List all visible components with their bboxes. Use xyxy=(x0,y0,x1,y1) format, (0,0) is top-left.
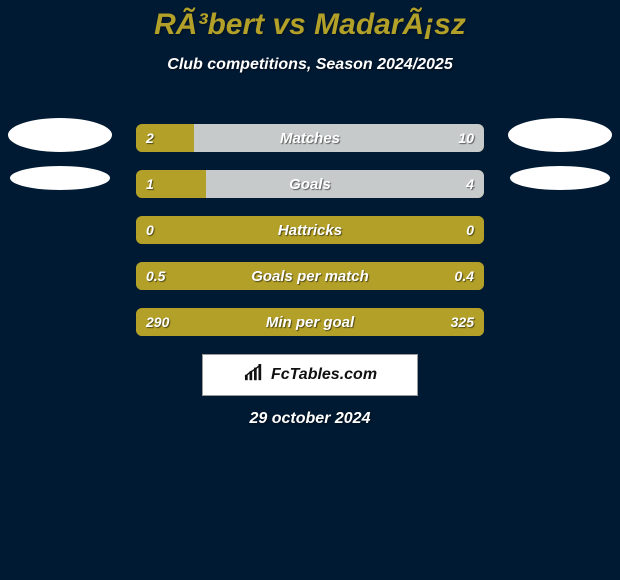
brand-badge: FcTables.com xyxy=(202,354,418,396)
avatar-placeholder xyxy=(8,118,112,152)
stat-label: Goals per match xyxy=(136,262,484,290)
stat-label: Hattricks xyxy=(136,216,484,244)
avatar-placeholder xyxy=(508,118,612,152)
date-stamp: 29 october 2024 xyxy=(0,410,620,428)
subtitle: Club competitions, Season 2024/2025 xyxy=(0,56,620,74)
player-right-avatar xyxy=(508,118,612,190)
stat-row: 290325Min per goal xyxy=(136,308,484,336)
chart-icon xyxy=(243,364,265,387)
brand-text: FcTables.com xyxy=(271,366,377,384)
avatar-placeholder xyxy=(510,166,610,190)
stat-row: 00Hattricks xyxy=(136,216,484,244)
page-title: RÃ³bert vs MadarÃ¡sz xyxy=(0,0,620,42)
avatar-placeholder xyxy=(10,166,110,190)
stat-label: Matches xyxy=(136,124,484,152)
stat-row: 14Goals xyxy=(136,170,484,198)
stat-label: Min per goal xyxy=(136,308,484,336)
stat-label: Goals xyxy=(136,170,484,198)
stat-row: 0.50.4Goals per match xyxy=(136,262,484,290)
stat-row: 210Matches xyxy=(136,124,484,152)
stat-bars: 210Matches 14Goals 00Hattricks 0.50.4Goals … xyxy=(136,124,484,354)
player-left-avatar xyxy=(8,118,112,190)
comparison-infographic: RÃ³bert vs MadarÃ¡sz Club competitions, … xyxy=(0,0,620,580)
